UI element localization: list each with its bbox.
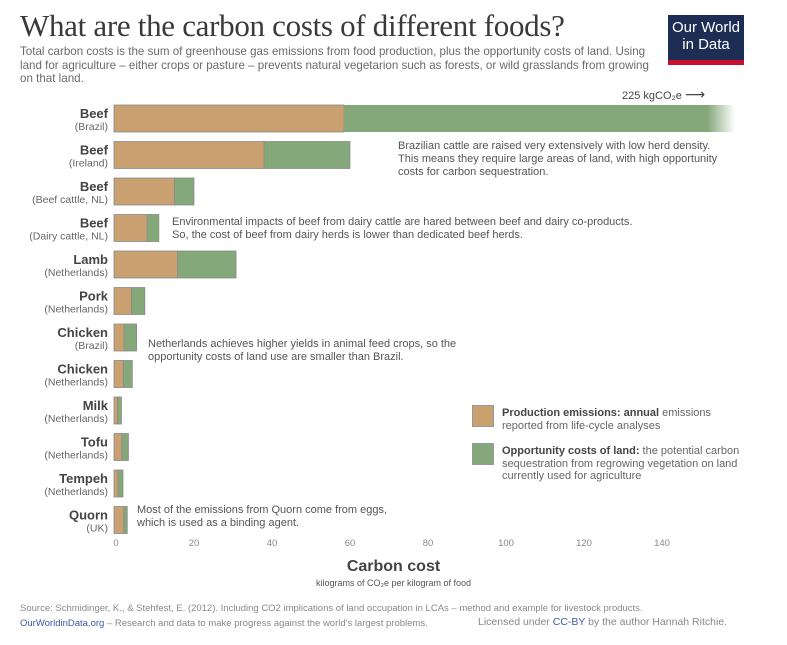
bar-production	[113, 360, 124, 388]
cc-by-link[interactable]: CC-BY	[552, 616, 586, 628]
category-sublabel: (Netherlands)	[44, 413, 108, 425]
category-sublabel: (Beef cattle, NL)	[32, 194, 108, 206]
category-label: Quorn	[69, 508, 108, 523]
max-value-text: 225 kgCO₂e	[622, 90, 682, 102]
bar-opportunity	[123, 506, 128, 534]
x-axis-title: Carbon cost	[346, 558, 441, 575]
bar-opportunity	[344, 105, 735, 132]
chart-annotation: Netherlands achieves higher yields in an…	[148, 338, 456, 364]
x-axis-subtitle: kilograms of CO₂e per kilogram of food	[315, 578, 472, 588]
legend-opportunity-bold: Opportunity costs of land:	[502, 445, 640, 457]
bar-production	[113, 469, 119, 498]
category-sublabel: (Netherlands)	[44, 377, 108, 389]
category-label: Beef	[80, 216, 109, 231]
category-label: Lamb	[73, 252, 108, 267]
x-tick-label: 140	[654, 538, 670, 549]
category-sublabel: (Brazil)	[75, 121, 108, 133]
category-label: Chicken	[57, 325, 108, 340]
annotation-line: costs for carbon sequestration.	[398, 165, 549, 178]
license-prefix: Licensed under	[478, 616, 553, 628]
logo-line-1: Our World	[671, 19, 741, 36]
bar-production	[113, 323, 125, 352]
category-label: Chicken	[57, 362, 108, 377]
category-label: Beef	[80, 106, 109, 121]
annotation-line: This means they require large areas of l…	[398, 152, 718, 165]
bar-production	[113, 396, 118, 425]
annotation-line: Environmental impacts of beef from dairy…	[172, 215, 633, 228]
category-label: Beef	[80, 179, 109, 194]
bar-opportunity	[177, 250, 237, 279]
category-sublabel: (Netherlands)	[44, 304, 108, 316]
category-sublabel: (Netherlands)	[44, 267, 108, 279]
footer-source: Source: Schmidinger, K., & Stehfest, E. …	[20, 603, 643, 614]
bar-opportunity	[122, 360, 133, 388]
category-label: Tempeh	[59, 471, 108, 486]
annotation-line: which is used as a binding agent.	[137, 516, 300, 529]
bar-opportunity	[146, 214, 160, 242]
x-tick-label: 0	[113, 538, 118, 549]
logo-line-2: in Data	[682, 36, 730, 53]
category-sublabel: (UK)	[86, 523, 108, 535]
category-sublabel: (Netherlands)	[44, 450, 108, 462]
category-label: Milk	[83, 398, 109, 413]
x-tick-label: 120	[576, 538, 592, 549]
annotation-line: opportunity costs of land use are smalle…	[148, 351, 404, 363]
legend-swatch-opportunity	[472, 443, 494, 465]
legend-swatch-production	[472, 405, 494, 427]
bar-production	[113, 214, 148, 242]
annotation-line: Most of the emissions from Quorn come fr…	[137, 503, 388, 516]
category-label: Beef	[80, 143, 109, 158]
x-axis-ticks-group: 0 20 40 60 80 100 120 140	[113, 538, 670, 549]
bar-opportunity	[117, 396, 122, 425]
category-sublabel: (Dairy cattle, NL)	[29, 231, 108, 243]
arrow-right-icon: ⟶	[684, 86, 706, 102]
x-tick-label: 60	[345, 538, 356, 549]
bar-production	[113, 287, 132, 315]
bar-production	[113, 433, 123, 461]
bar-opportunity	[263, 141, 351, 169]
bar-opportunity	[123, 323, 138, 352]
footer-license: Licensed under CC-BY by the author Hanna…	[478, 616, 727, 628]
footer-site-text: – Research and data to make progress aga…	[104, 618, 428, 629]
legend-item-production: Production emissions: annual emissions r…	[502, 407, 732, 432]
category-sublabel: (Brazil)	[75, 340, 108, 352]
x-tick-label: 100	[498, 538, 514, 549]
legend-production-bold: Production emissions: annual	[502, 407, 660, 419]
annotation-line: Netherlands achieves higher yields in an…	[148, 338, 457, 350]
chart-annotation: Environmental impacts of beef from dairy…	[172, 216, 632, 242]
bars-group	[113, 104, 735, 534]
chart-annotation: Brazilian cattle are raised very extensi…	[398, 140, 717, 179]
category-sublabel: (Netherlands)	[44, 486, 108, 498]
max-value-annotation: 225 kgCO₂e ⟶	[622, 86, 705, 103]
legend-opportunity-text: the potential carbon sequestration from …	[502, 445, 740, 482]
bar-production	[113, 177, 175, 206]
x-tick-label: 40	[267, 538, 278, 549]
annotation-line: Brazilian cattle are raised very extensi…	[398, 139, 711, 152]
legend-item-opportunity: Opportunity costs of land: the potential…	[502, 445, 742, 483]
category-labels-group: Beef(Brazil)Beef(Ireland)Beef(Beef cattl…	[29, 106, 109, 535]
category-label: Pork	[79, 289, 109, 304]
chart-annotation: Most of the emissions from Quorn come fr…	[137, 504, 387, 530]
bar-production	[113, 141, 265, 169]
bar-production	[113, 506, 125, 534]
x-tick-label: 80	[423, 538, 434, 549]
annotation-line: So, the cost of beef from dairy herds is…	[172, 228, 523, 241]
bar-production	[113, 104, 345, 133]
license-suffix: by the author Hannah Ritchie.	[585, 616, 728, 628]
bar-opportunity	[131, 287, 146, 315]
footer-site: OurWorldinData.org – Research and data t…	[20, 618, 428, 629]
chart-subtitle: Total carbon costs is the sum of greenho…	[20, 45, 649, 85]
owid-site-link[interactable]: OurWorldinData.org	[20, 618, 105, 629]
owid-logo[interactable]: Our World in Data	[668, 15, 744, 65]
bar-production	[113, 250, 178, 279]
category-sublabel: (Ireland)	[69, 158, 108, 170]
x-tick-label: 20	[189, 538, 200, 549]
bar-opportunity	[121, 433, 129, 461]
bar-opportunity	[117, 469, 124, 498]
legend-production-text: emissions reported from life-cycle analy…	[502, 407, 712, 432]
category-label: Tofu	[81, 435, 108, 450]
bar-opportunity	[174, 177, 195, 206]
chart-title: What are the carbon costs of different f…	[20, 8, 565, 43]
